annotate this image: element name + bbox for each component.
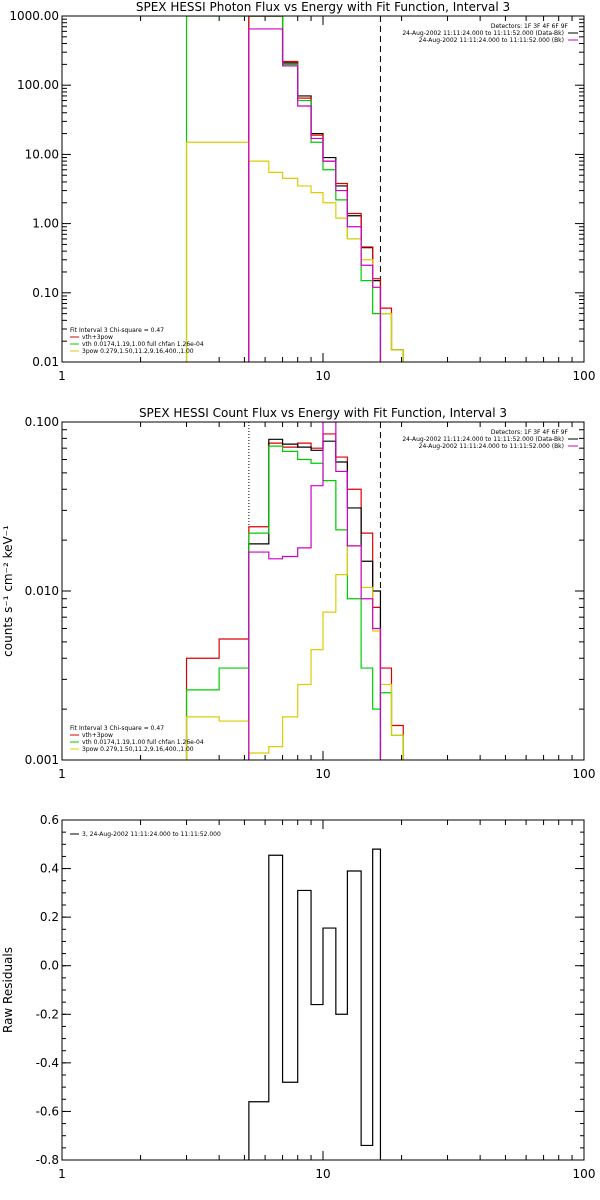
info-line-3: 24-Aug-2002 11:11:24.000 to 11:11:52.000… [419, 37, 564, 44]
y-tick-label: 0.0 [40, 959, 59, 973]
y-tick-label: 0.100 [25, 415, 59, 429]
panel-2: SPEX HESSI Count Flux vs Energy with Fit… [1, 406, 595, 781]
y-axis-label: counts s⁻¹ cm⁻² keV⁻¹ [1, 525, 15, 657]
plot-frame [61, 421, 585, 761]
legend-entry-3: vth 0.0174,1.19,1.00 full chfan 1.26e-04 [82, 739, 204, 746]
info-line-3: 24-Aug-2002 11:11:24.000 to 11:11:52.000… [419, 443, 564, 450]
plot-frame [61, 15, 585, 363]
info-line-1: Detectors: 1F 3F 4F 6F 9F [491, 23, 569, 30]
x-tick-label: 1 [58, 1167, 66, 1181]
series-5-line [248, 422, 382, 760]
y-tick-label: 10.00 [25, 147, 59, 161]
legend-entry-1: Fit Interval 3 Chi-square = 0.47 [70, 327, 164, 334]
legend-entry-4: 3pow 0.279,1.50,11.2,9.16,400.,1.00 [82, 746, 194, 753]
series-3-line [185, 16, 404, 362]
x-tick-label: 100 [573, 767, 596, 781]
legend-entry-2: vth+3pow [82, 732, 113, 739]
y-tick-label: 0.010 [25, 584, 59, 598]
legend-entry-1: 3, 24-Aug-2002 11:11:24.000 to 11:11:52.… [82, 831, 221, 838]
x-tick-label: 10 [315, 369, 330, 383]
x-tick-label: 1 [58, 369, 66, 383]
y-tick-label: -0.2 [36, 1007, 59, 1021]
panel-1: SPEX HESSI Photon Flux vs Energy with Fi… [9, 0, 595, 383]
legend-entry-3: vth 0.0174,1.19,1.00 full chfan 1.26e-04 [82, 341, 204, 348]
y-tick-label: -0.8 [36, 1153, 59, 1167]
x-tick-label: 1 [58, 767, 66, 781]
x-tick-label: 100 [573, 369, 596, 383]
info-line-2: 24-Aug-2002 11:11:24.000 to 11:11:52.000… [402, 436, 564, 443]
y-axis-label: Raw Residuals [1, 947, 15, 1033]
chart-title: SPEX HESSI Photon Flux vs Energy with Fi… [136, 0, 510, 14]
plot-frame [61, 819, 585, 1161]
y-tick-label: 0.01 [32, 355, 59, 369]
x-tick-label: 100 [573, 1167, 596, 1181]
series-5-line [248, 28, 382, 362]
y-tick-label: 1000.00 [9, 9, 59, 23]
legend-entry-4: 3pow 0.279,1.50,11.2,9.16,400.,1.00 [82, 348, 194, 355]
x-tick-label: 10 [315, 767, 330, 781]
info-line-1: Detectors: 1F 3F 4F 6F 9F [491, 429, 569, 436]
series-3-line [185, 445, 404, 760]
y-tick-label: -0.4 [36, 1056, 59, 1070]
series-1-line [185, 433, 404, 760]
y-tick-label: -0.6 [36, 1104, 59, 1118]
y-tick-label: 0.10 [32, 286, 59, 300]
legend-entry-2: vth+3pow [82, 334, 113, 341]
y-tick-label: 0.4 [40, 862, 59, 876]
series-1-line [248, 848, 382, 1160]
y-tick-label: 0.6 [40, 813, 59, 827]
y-tick-label: 1.00 [32, 217, 59, 231]
y-tick-label: 100.00 [17, 78, 59, 92]
y-tick-label: 0.001 [25, 753, 59, 767]
series-4-line [185, 141, 404, 362]
series-1-line [248, 16, 382, 362]
panel-3: Raw Residuals 1 10 100 -0.8 -0.6 -0.4 -0.2 0.0 0.… [1, 813, 595, 1181]
x-tick-label: 10 [315, 1167, 330, 1181]
legend-entry-1: Fit Interval 3 Chi-square = 0.47 [70, 725, 164, 732]
y-tick-label: 0.2 [40, 910, 59, 924]
chart-title: SPEX HESSI Count Flux vs Energy with Fit… [139, 406, 507, 420]
info-line-2: 24-Aug-2002 11:11:24.000 to 11:11:52.000… [402, 30, 564, 37]
